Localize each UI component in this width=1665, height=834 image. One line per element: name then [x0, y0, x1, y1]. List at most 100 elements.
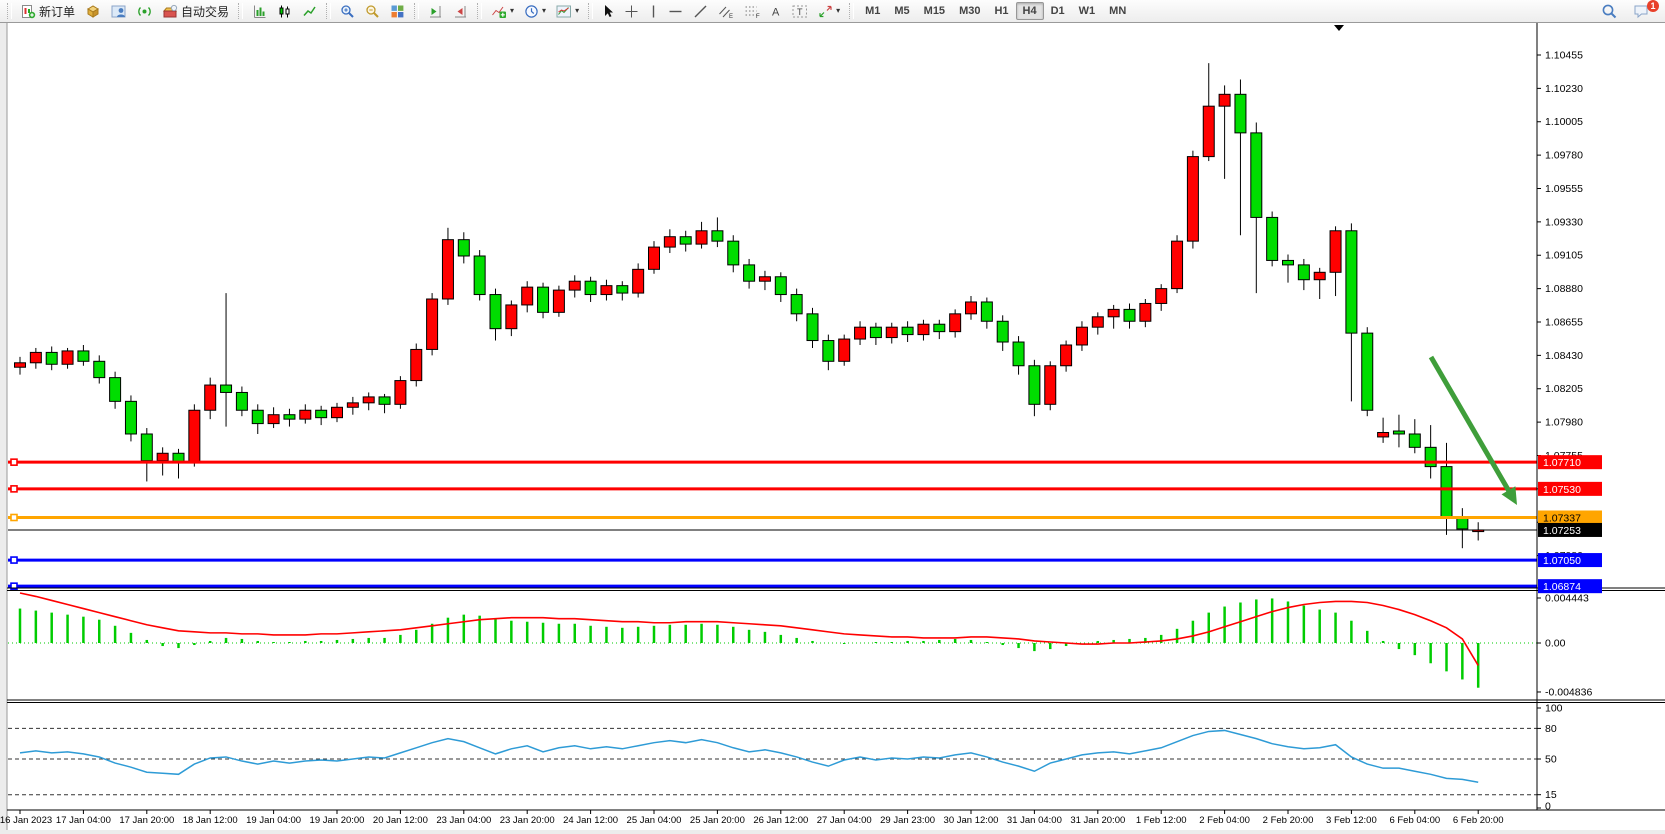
svg-text:1.06874: 1.06874 — [1543, 581, 1581, 593]
trend-arrow-head — [1501, 486, 1517, 505]
chart-shift-marker-icon[interactable] — [1334, 25, 1344, 31]
new-chart-button[interactable] — [80, 2, 106, 21]
chart-collapse-icon[interactable]: ▼ — [12, 28, 20, 38]
candle — [1440, 466, 1453, 518]
timeframe-h1-button[interactable]: H1 — [994, 5, 1009, 17]
candle — [362, 396, 375, 404]
fibonacci-button[interactable]: F — [739, 2, 765, 21]
cursor-button[interactable] — [597, 2, 619, 21]
toolbar-group-separator — [238, 3, 244, 19]
candle — [1282, 259, 1294, 266]
trend-arrow[interactable] — [1428, 355, 1513, 496]
periods-button[interactable]: ▾ — [519, 2, 551, 21]
timeframe-h4-button[interactable]: H4 — [1015, 2, 1044, 20]
candlestick-button[interactable] — [272, 2, 297, 21]
profile-button[interactable] — [106, 2, 132, 21]
dropdown-caret-icon[interactable]: ▾ — [542, 6, 547, 15]
candle — [473, 255, 486, 296]
candle — [457, 239, 470, 257]
time-axis-label: 25 Jan 04:00 — [627, 815, 682, 826]
crosshair-button[interactable] — [619, 2, 644, 21]
line-anchor-marker[interactable] — [10, 458, 18, 466]
chart-shift-button[interactable] — [448, 2, 473, 21]
text-button[interactable]: A — [765, 2, 787, 21]
new-order-button[interactable]: 新订单 — [16, 2, 80, 21]
template-icon — [556, 4, 572, 19]
candle — [679, 236, 692, 245]
timeframe-m5-button[interactable]: M5 — [894, 5, 910, 17]
timeframe-w1-button[interactable]: W1 — [1078, 5, 1096, 17]
candle — [1123, 308, 1136, 322]
candle — [14, 362, 26, 368]
signals-button[interactable] — [132, 2, 157, 21]
time-axis-label: 2 Feb 20:00 — [1263, 815, 1314, 826]
candle — [806, 313, 819, 342]
candle — [568, 280, 581, 291]
toolbar-group-separator — [477, 3, 483, 19]
dropdown-caret-icon[interactable]: ▾ — [575, 6, 580, 15]
horizontal-line-button[interactable] — [663, 2, 688, 21]
candle — [648, 246, 660, 270]
line-anchor-marker[interactable] — [10, 485, 18, 493]
fib-icon: F — [744, 4, 760, 19]
timeframe-mn-button[interactable]: MN — [1109, 5, 1127, 17]
zoom-in-button[interactable] — [335, 2, 360, 21]
search-button[interactable] — [1596, 2, 1622, 21]
candle — [29, 351, 42, 364]
current-price-tag — [1538, 522, 1602, 537]
auto-scroll-icon — [428, 4, 443, 19]
candle — [1218, 93, 1231, 107]
channel-button[interactable]: E — [713, 2, 739, 21]
time-axis-label: 6 Feb 04:00 — [1389, 815, 1440, 826]
line-anchor-marker[interactable] — [10, 582, 18, 590]
toolbar-group-separator — [7, 3, 12, 19]
vertical-line-button[interactable] — [644, 2, 663, 21]
templates-button[interactable]: ▾ — [551, 2, 584, 21]
dropdown-caret-icon[interactable]: ▾ — [836, 6, 841, 15]
candle — [822, 340, 835, 362]
svg-text:0.00: 0.00 — [1545, 638, 1566, 650]
zoom-out-button[interactable] — [360, 2, 385, 21]
candle — [1012, 341, 1025, 367]
dropdown-caret-icon[interactable]: ▾ — [510, 6, 515, 15]
time-axis-label: 23 Jan 20:00 — [500, 815, 555, 826]
svg-text:1.07337: 1.07337 — [1543, 512, 1581, 524]
time-axis-label: 24 Jan 12:00 — [563, 815, 618, 826]
candle — [1155, 288, 1168, 304]
arrows-button[interactable]: ▾ — [813, 2, 845, 21]
tile-windows-button[interactable] — [385, 2, 410, 21]
toolbar-group-separator — [849, 3, 855, 19]
price-axis-label: 1.10230 — [1545, 83, 1583, 95]
candle — [489, 294, 502, 330]
candle — [1060, 344, 1073, 367]
timeframe-m1-button[interactable]: M1 — [865, 5, 881, 17]
auto-scroll-button[interactable] — [423, 2, 448, 21]
price-axis-label: 1.08205 — [1545, 383, 1583, 395]
timeframe-m30-button[interactable]: M30 — [959, 5, 981, 17]
candle — [869, 326, 882, 339]
notifications-button[interactable]: 1 — [1628, 0, 1659, 21]
indicators-button[interactable]: ▾ — [486, 2, 519, 21]
auto-trading-button[interactable]: 自动交易 — [157, 2, 234, 21]
timeframe-d1-button[interactable]: D1 — [1050, 5, 1065, 17]
bar-chart-button[interactable] — [247, 2, 272, 21]
time-axis-label: 26 Jan 12:00 — [753, 815, 808, 826]
svg-text:1.07530: 1.07530 — [1543, 484, 1581, 496]
rsi-indicator-label: RSI(14) 27.2362 — [10, 703, 84, 714]
trendline-button[interactable] — [688, 2, 713, 21]
line-anchor-marker[interactable] — [10, 513, 18, 522]
price-level-tag — [1538, 579, 1602, 594]
time-axis-label: 25 Jan 20:00 — [690, 815, 745, 826]
text-label-button[interactable]: T — [787, 2, 813, 21]
price-axis-label: 1.09780 — [1545, 150, 1583, 162]
line-chart-button[interactable] — [297, 2, 322, 21]
candle — [1424, 446, 1437, 468]
time-axis-label: 19 Jan 04:00 — [246, 815, 301, 826]
timeframe-m15-button[interactable]: M15 — [923, 5, 946, 17]
candle — [109, 377, 122, 402]
candle — [1408, 433, 1421, 448]
line-anchor-marker[interactable] — [10, 556, 18, 564]
candle — [283, 414, 296, 420]
candle — [346, 402, 359, 408]
